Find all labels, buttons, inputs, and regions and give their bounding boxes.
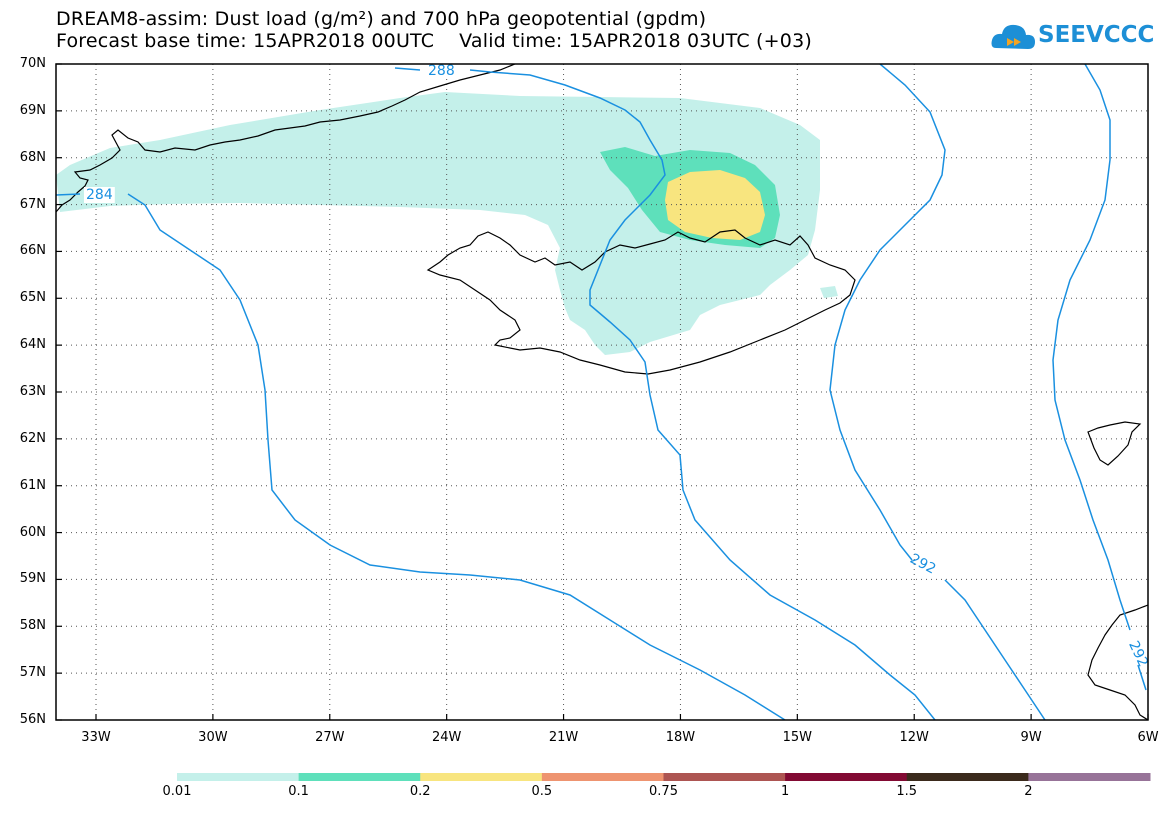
dust-area-0.01-patch	[820, 286, 838, 298]
lat-tick-label: 69N	[19, 102, 46, 118]
lon-tick-label: 30W	[198, 730, 228, 745]
iceland-coastline	[426, 229, 856, 375]
contour-288	[394, 67, 936, 720]
lon-tick-label: 33W	[81, 730, 111, 745]
lon-tick-label: 6W	[1137, 730, 1159, 745]
dust-shading	[56, 92, 838, 355]
contour-label-background	[426, 63, 457, 79]
colorbar-tick-label: 2	[1024, 784, 1033, 799]
lon-tick-label: 24W	[431, 730, 462, 745]
lat-tick-label: 61N	[19, 477, 46, 493]
colorbar-tick-label: 0.2	[409, 784, 431, 799]
colorbar-tick-label: 0.1	[288, 784, 309, 799]
contour-label-288: 288	[428, 63, 455, 79]
contour-label-292: 292	[907, 551, 938, 578]
colorbar-tick-label: 1	[780, 784, 790, 799]
colorbar-tick-label: 0.75	[649, 784, 678, 799]
cloud-logo-icon	[991, 24, 1035, 49]
lat-tick-label: 62N	[19, 430, 46, 446]
faroe-islands-coastline	[1087, 421, 1142, 466]
dust-area-0.2	[665, 170, 765, 240]
chart-title-line1: DREAM8-assim: Dust load (g/m²) and 700 h…	[56, 8, 707, 30]
lon-tick-label: 27W	[315, 730, 345, 745]
colorbar-tick-label: 1.5	[896, 784, 918, 799]
contour-label-background	[84, 187, 115, 203]
lat-tick-label: 56N	[19, 712, 46, 727]
lon-tick-label: 18W	[665, 730, 696, 745]
contour-label-284: 284	[86, 187, 113, 203]
lon-tick-label: 15W	[782, 730, 813, 745]
lat-tick-label: 70N	[19, 56, 46, 71]
lon-tick-label: 12W	[899, 730, 929, 745]
chart-title-line2: Forecast base time: 15APR2018 00UTC Vali…	[56, 30, 812, 52]
colorbar-tick-label: 0.5	[531, 784, 553, 799]
scotland-coastline	[1087, 604, 1148, 720]
contour-284	[56, 193, 786, 720]
lon-tick-label: 21W	[548, 730, 579, 745]
lat-tick-label: 64N	[19, 337, 46, 353]
gridlines	[56, 64, 1148, 720]
geopotential-contours	[56, 64, 1147, 720]
lat-tick-label: 60N	[19, 524, 46, 540]
lat-tick-label: 63N	[19, 384, 46, 399]
colorbar-tick-label: 0.01	[162, 784, 192, 799]
contour-292-east	[1052, 64, 1147, 691]
lat-tick-label: 58N	[19, 618, 46, 634]
logo-text: SEEVCCC	[1038, 22, 1155, 48]
contour-292	[829, 64, 1046, 720]
lat-tick-label: 67N	[19, 196, 46, 212]
lat-tick-label: 59N	[19, 571, 46, 587]
lon-tick-label: 9W	[1020, 730, 1042, 745]
coastlines	[56, 64, 1148, 720]
lat-tick-label: 65N	[19, 290, 46, 306]
lat-tick-label: 57N	[19, 665, 46, 681]
axis-ticks	[56, 63, 1149, 721]
lat-tick-label: 66N	[19, 243, 46, 259]
lat-tick-label: 68N	[19, 149, 46, 165]
contour-label-292-east: 292	[1125, 639, 1151, 670]
greenland-coastline	[56, 64, 516, 213]
seevccc-logo: SEEVCCC	[990, 18, 1154, 58]
